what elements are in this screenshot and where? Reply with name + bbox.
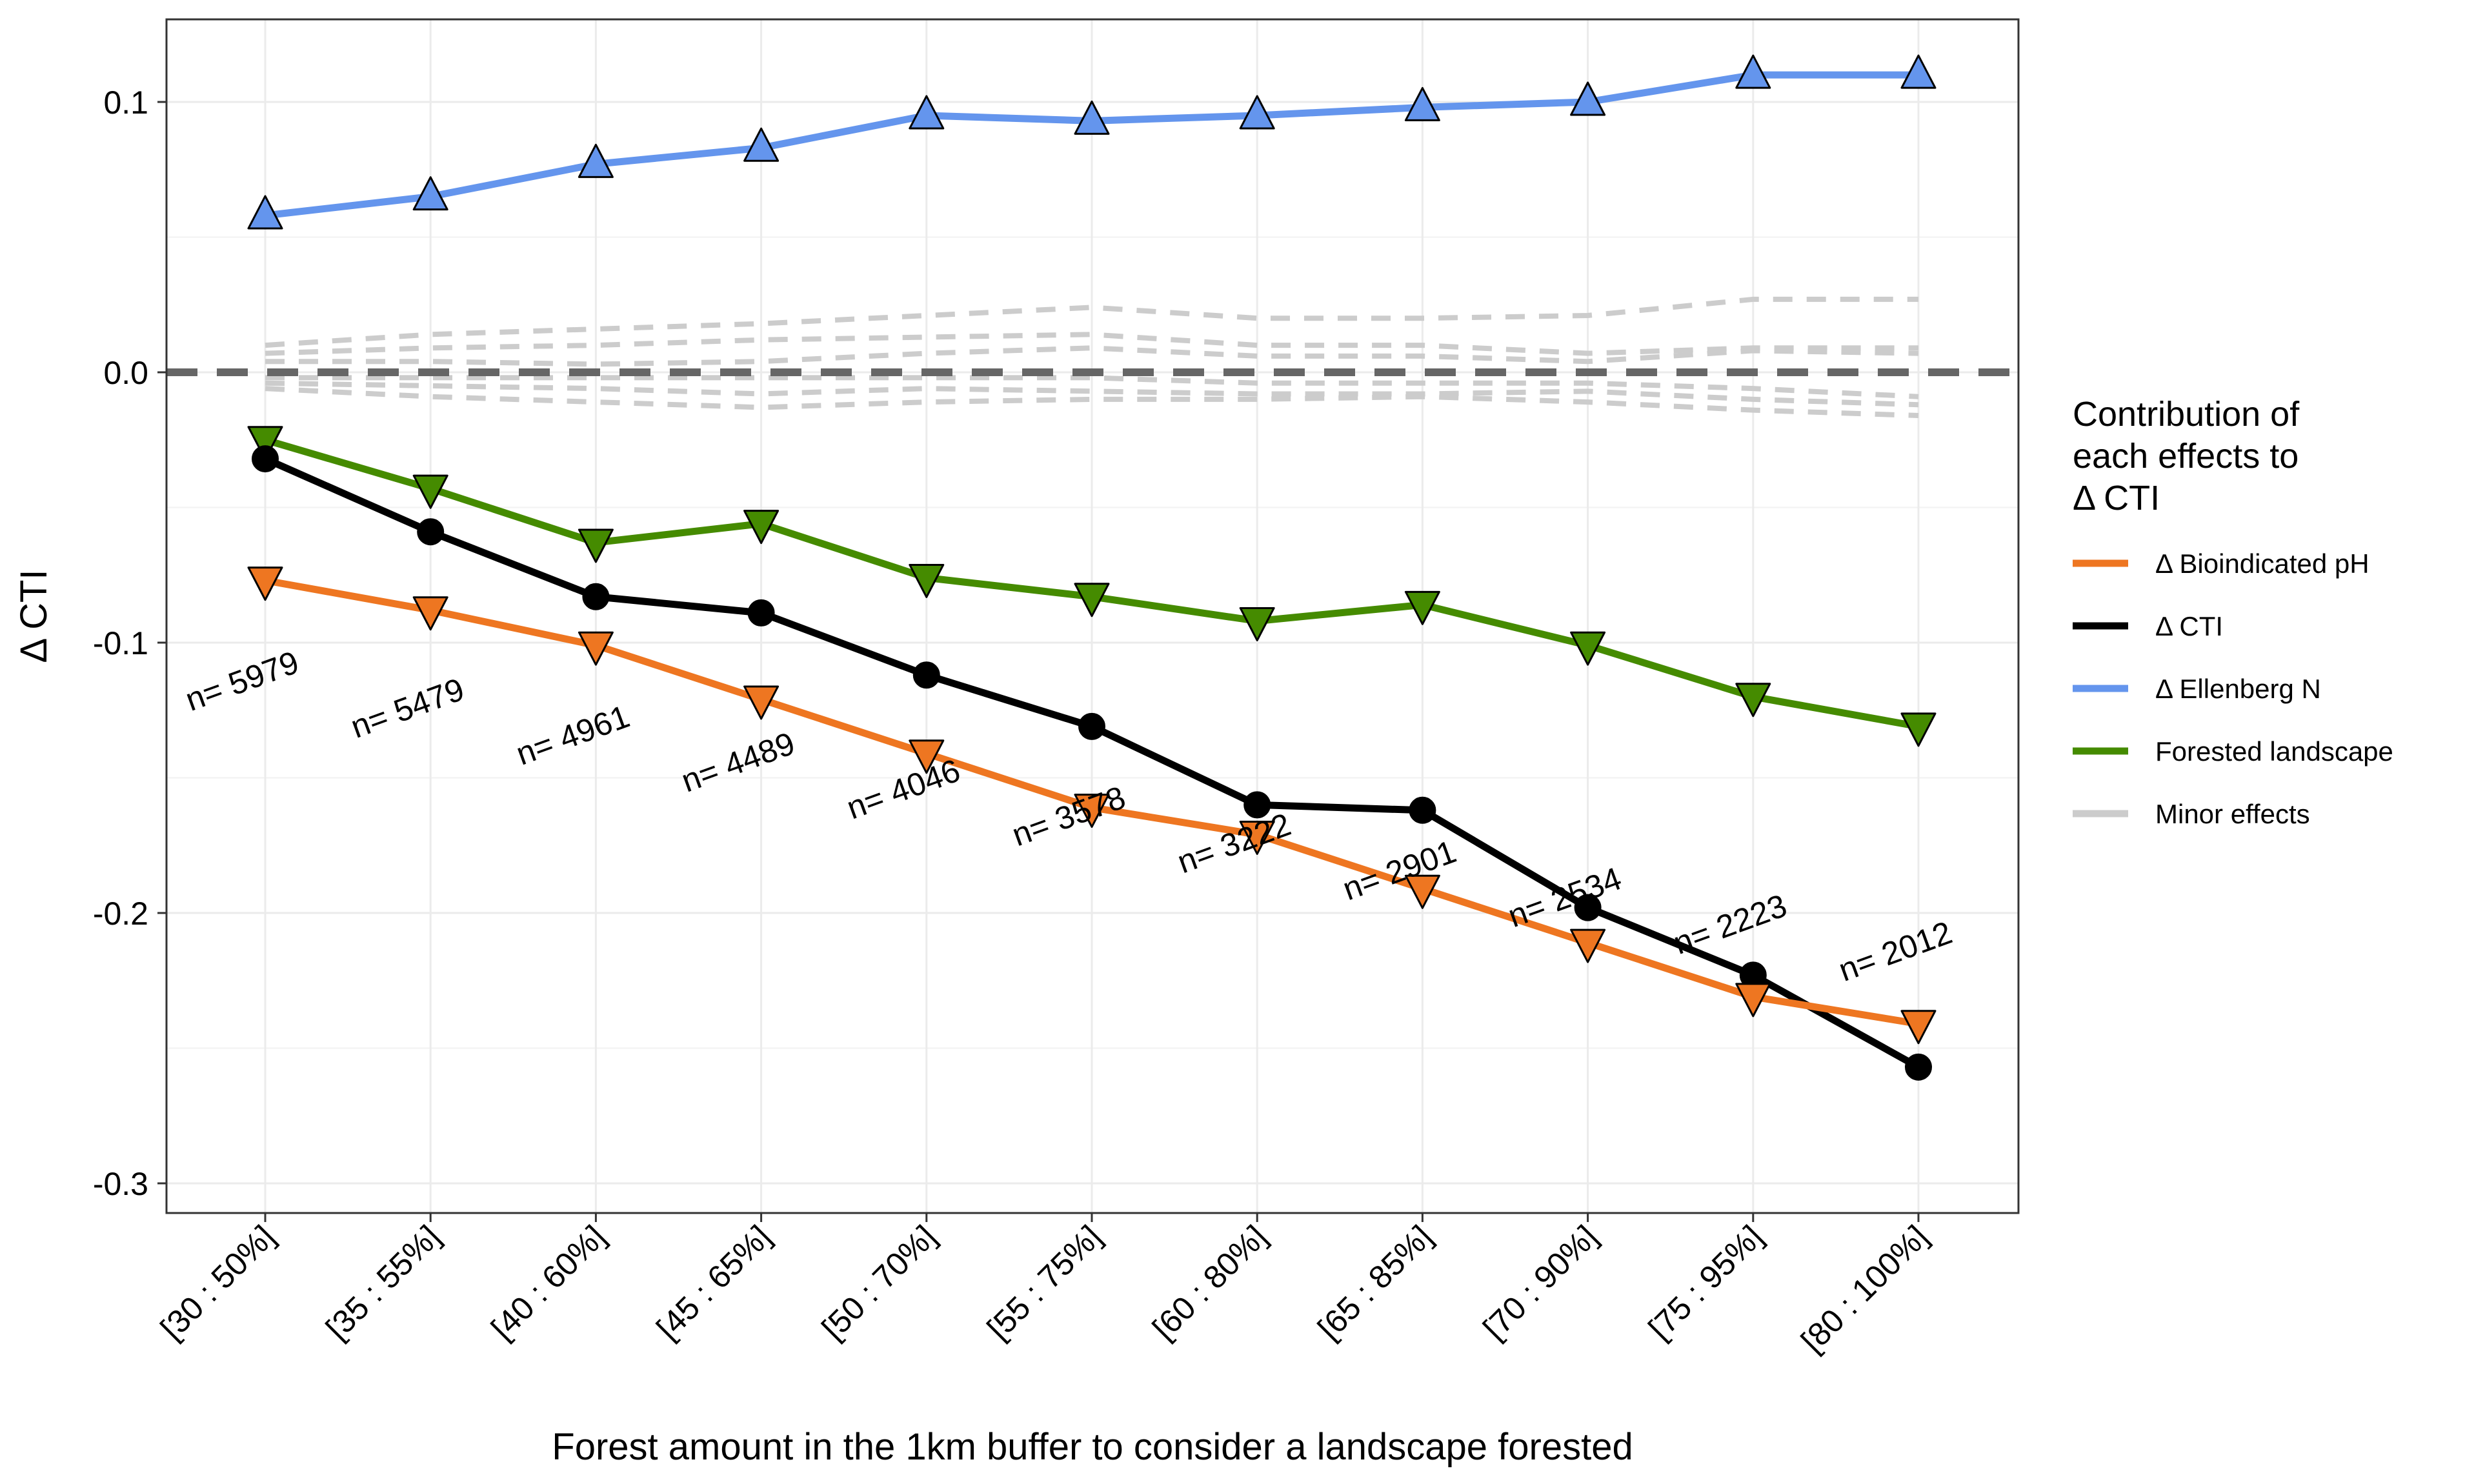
point-ellenberg-n-5 xyxy=(1074,100,1110,135)
point-ellenberg-n-7 xyxy=(1404,86,1440,121)
minor-effect-line-3 xyxy=(265,375,1919,399)
point-bioindicated-ph-7 xyxy=(1404,874,1440,909)
point-cti-5 xyxy=(1078,712,1105,740)
point-forested-landscape-9 xyxy=(1735,683,1771,717)
minor-effect-line-1 xyxy=(265,332,1918,356)
minor-effect-line-4 xyxy=(265,380,1919,408)
point-forested-landscape-1 xyxy=(412,474,448,509)
point-cti-2 xyxy=(582,583,610,610)
series-markers xyxy=(247,54,1937,1081)
point-bioindicated-ph-2 xyxy=(578,631,614,666)
legend-label-cti: Δ CTI xyxy=(2155,611,2223,641)
point-forested-landscape-8 xyxy=(1570,631,1606,666)
point-cti-1 xyxy=(417,518,445,546)
point-forested-landscape-7 xyxy=(1404,590,1440,625)
point-bioindicated-ph-10 xyxy=(1900,1010,1937,1045)
x-axis-title: Forest amount in the 1km buffer to consi… xyxy=(552,1426,1633,1468)
point-forested-landscape-4 xyxy=(909,563,945,598)
point-ellenberg-n-9 xyxy=(1735,54,1771,89)
point-cti-8 xyxy=(1574,894,1602,921)
minor-effect-line-5 xyxy=(265,386,1919,419)
minor-effects-lines xyxy=(265,296,1919,419)
y-axis-title: Δ CTI xyxy=(13,569,55,663)
y-axis: 0.1 0.0 -0.1 -0.2 -0.3 xyxy=(93,85,166,1202)
minor-effect-line-2 xyxy=(265,345,1919,367)
point-ellenberg-n-3 xyxy=(743,127,780,162)
point-ellenberg-n-2 xyxy=(578,143,614,178)
point-bioindicated-ph-3 xyxy=(743,685,780,720)
point-ellenberg-n-10 xyxy=(1900,54,1937,89)
point-ellenberg-n-1 xyxy=(412,176,448,211)
point-ellenberg-n-6 xyxy=(1239,95,1275,130)
legend-label-bioindicated-ph: Δ Bioindicated pH xyxy=(2155,548,2369,579)
point-bioindicated-ph-9 xyxy=(1735,983,1771,1018)
legend-label-forested-landscape: Forested landscape xyxy=(2155,736,2393,767)
point-forested-landscape-6 xyxy=(1239,607,1275,641)
point-cti-0 xyxy=(252,445,279,473)
point-bioindicated-ph-4 xyxy=(909,739,945,774)
point-cti-4 xyxy=(912,661,940,689)
point-cti-7 xyxy=(1409,796,1436,824)
point-cti-6 xyxy=(1243,791,1271,819)
legend-label-ellenberg-n: Δ Ellenberg N xyxy=(2155,674,2321,704)
point-bioindicated-ph-8 xyxy=(1570,928,1606,963)
point-ellenberg-n-0 xyxy=(247,195,283,230)
legend-title-line-1: each effects to xyxy=(2073,437,2299,476)
point-cti-10 xyxy=(1905,1053,1932,1081)
point-forested-landscape-3 xyxy=(743,510,780,545)
y-tick-label-3: -0.2 xyxy=(93,896,148,932)
y-tick-label-0: 0.1 xyxy=(103,85,148,121)
minor-effect-line-0 xyxy=(265,296,1918,348)
legend-title-line-0: Contribution of xyxy=(2073,395,2300,434)
point-ellenberg-n-4 xyxy=(909,95,945,130)
point-cti-3 xyxy=(747,599,775,627)
y-tick-label-1: 0.0 xyxy=(103,355,148,391)
point-forested-landscape-10 xyxy=(1900,712,1937,747)
legend-title-line-2: Δ CTI xyxy=(2073,479,2160,517)
y-tick-label-2: -0.1 xyxy=(93,625,148,661)
point-bioindicated-ph-6 xyxy=(1239,820,1275,855)
point-forested-landscape-2 xyxy=(578,528,614,563)
point-forested-landscape-0 xyxy=(247,426,283,461)
point-bioindicated-ph-5 xyxy=(1074,794,1110,828)
point-forested-landscape-5 xyxy=(1074,583,1110,617)
y-tick-label-4: -0.3 xyxy=(93,1166,148,1202)
point-ellenberg-n-8 xyxy=(1570,81,1606,116)
point-bioindicated-ph-1 xyxy=(412,596,448,631)
point-bioindicated-ph-0 xyxy=(247,567,283,601)
legend-label-minor-effects: Minor effects xyxy=(2155,799,2310,829)
